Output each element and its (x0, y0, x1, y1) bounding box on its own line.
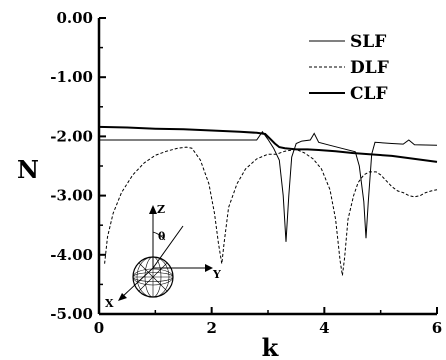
inset-x-label: X (105, 297, 114, 310)
x-axis-arrow (120, 267, 154, 299)
x-arrowhead (118, 293, 127, 301)
incidence-line (152, 225, 184, 269)
x-axis-label: k (262, 333, 280, 360)
x-tick-label: 0 (94, 319, 104, 337)
angle-arc (152, 231, 166, 241)
axes (97, 17, 438, 316)
y-arrowhead (205, 264, 213, 272)
legend-label-dlf: DLF (350, 58, 389, 78)
series-lines (98, 125, 438, 276)
z-arrowhead (149, 205, 157, 214)
y-tick-label: -2.00 (50, 127, 93, 145)
x-tick-label: 6 (432, 319, 442, 337)
y-axis-label: N (17, 155, 39, 184)
y-tick-label: -3.00 (50, 187, 93, 205)
legend-label-clf: CLF (350, 84, 388, 104)
x-tick-label: 2 (206, 319, 216, 337)
inset-geometry: Z Y Xθ (105, 203, 221, 310)
x-tick-label: 4 (319, 319, 329, 337)
legend: SLF DLF CLF (309, 32, 389, 104)
legend-label-slf: SLF (350, 32, 386, 52)
inset-y-label: Y (212, 268, 221, 281)
y-tick-label: -5.00 (50, 305, 93, 323)
sphere-mesh-ellipse (132, 268, 174, 286)
y-tick-label: -4.00 (50, 246, 93, 264)
series-line-slf (99, 130, 438, 242)
y-tick-label: -1.00 (50, 68, 93, 86)
series-line-dlf (104, 146, 438, 276)
inset-z-label: Z (157, 203, 165, 216)
y-tick-label: 0.00 (56, 9, 93, 27)
inset-theta-label: θ (158, 230, 165, 243)
tick-labels: 0.00 -1.00 -2.00 -3.00 -4.00 -5.000 2 4 6 (50, 9, 442, 337)
series-line-clf (98, 125, 438, 163)
